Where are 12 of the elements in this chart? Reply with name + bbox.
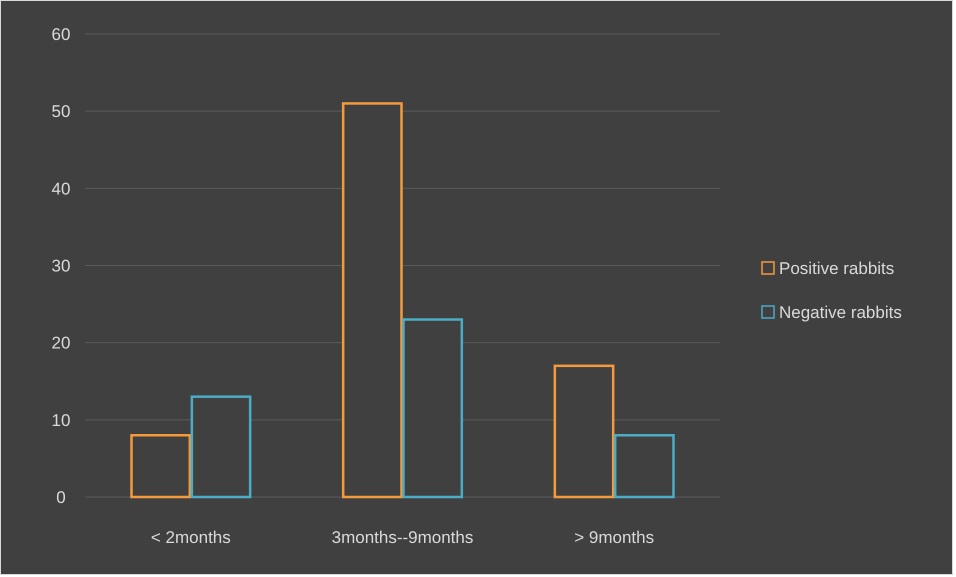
x-tick-label: > 9months <box>574 528 654 547</box>
legend-label: Positive rabbits <box>779 259 894 278</box>
y-tick-label: 50 <box>52 102 70 122</box>
legend-label: Negative rabbits <box>779 303 902 322</box>
y-tick-label: 60 <box>52 25 70 44</box>
x-tick-label: < 2months <box>150 528 231 547</box>
y-tick-label: 40 <box>52 179 70 198</box>
x-tick-label: 3months--9months <box>332 528 474 547</box>
y-tick-label: 10 <box>52 410 70 430</box>
y-tick-label: 30 <box>52 256 70 276</box>
y-tick-label: 20 <box>52 334 70 353</box>
y-tick-label: 0 <box>56 488 66 507</box>
